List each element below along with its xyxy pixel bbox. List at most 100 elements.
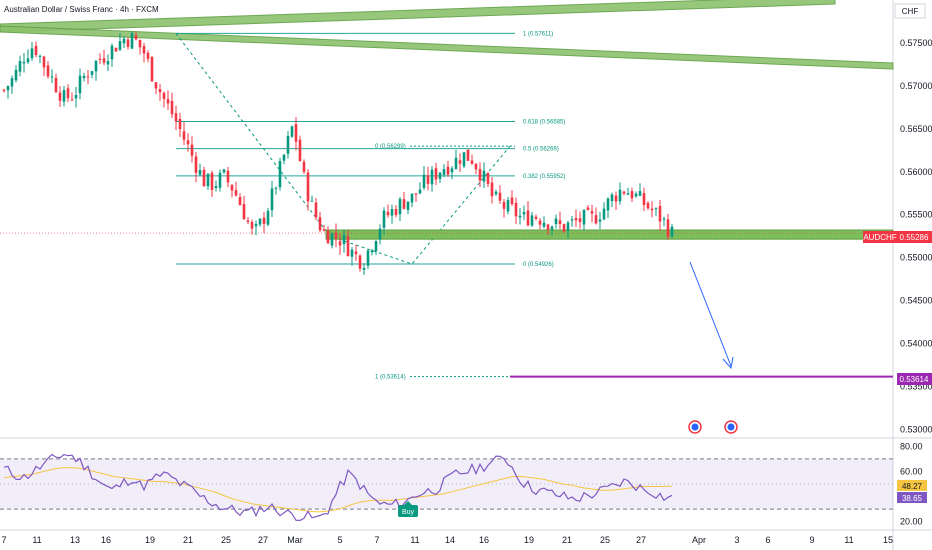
candle-body bbox=[478, 169, 482, 181]
svg-text:48.27: 48.27 bbox=[902, 482, 923, 491]
x-tick-label: 27 bbox=[636, 535, 646, 545]
rsi-line bbox=[3, 453, 673, 522]
candle-body bbox=[30, 48, 34, 59]
fib-level-label: 0 (0.54926) bbox=[523, 262, 554, 268]
candle-body bbox=[294, 124, 298, 142]
event-icon-1[interactable] bbox=[688, 420, 702, 434]
candle-body bbox=[270, 188, 274, 211]
candle-body bbox=[98, 58, 102, 60]
rsi-ma-badge: 48.27 bbox=[897, 480, 927, 491]
x-tick-label: 27 bbox=[258, 535, 268, 545]
candle-body bbox=[126, 39, 130, 47]
candle-body bbox=[366, 250, 370, 266]
candle-body bbox=[282, 154, 286, 161]
buy-signal-label: Buy bbox=[398, 501, 418, 517]
candle-body bbox=[86, 76, 90, 78]
candle-body bbox=[6, 86, 10, 91]
y-tick-label: 0.56000 bbox=[900, 167, 932, 177]
candle-body bbox=[474, 163, 478, 170]
symbol-price-badge: AUDCHF 0.55286 bbox=[863, 231, 932, 243]
candle-body bbox=[654, 208, 658, 210]
candle-body bbox=[606, 198, 610, 211]
candle-body bbox=[670, 226, 674, 237]
x-tick-label: 21 bbox=[562, 535, 572, 545]
candle-body bbox=[106, 61, 110, 65]
candle-body bbox=[62, 90, 66, 102]
candle-body bbox=[410, 193, 414, 203]
rsi-value-badge: 38.65 bbox=[897, 492, 927, 503]
candle-body bbox=[310, 200, 314, 202]
candle-body bbox=[434, 168, 438, 180]
y-tick-label: 0.57000 bbox=[900, 81, 932, 91]
candle-body bbox=[210, 172, 214, 191]
candle-body bbox=[118, 41, 122, 50]
x-tick-label: 7 bbox=[374, 535, 379, 545]
projection-arrow-head bbox=[722, 356, 734, 370]
candle-body bbox=[274, 187, 278, 189]
candle-body bbox=[170, 101, 174, 115]
y-tick-label: 0.56500 bbox=[900, 124, 932, 134]
candle-body bbox=[182, 131, 186, 140]
candle-body bbox=[550, 226, 554, 230]
candle-body bbox=[418, 189, 422, 194]
candle-body bbox=[598, 219, 602, 222]
svg-text:Buy: Buy bbox=[402, 509, 415, 516]
candle-body bbox=[626, 193, 630, 195]
fib-trend-path bbox=[175, 33, 511, 265]
candle-body bbox=[358, 255, 362, 269]
candle-body bbox=[582, 209, 586, 225]
x-tick-label: 19 bbox=[145, 535, 155, 545]
candle-body bbox=[390, 208, 394, 216]
rsi-ma-line bbox=[3, 467, 673, 513]
candle-body bbox=[610, 194, 614, 202]
candle-body bbox=[234, 190, 238, 196]
candle-body bbox=[138, 39, 142, 48]
candle-body bbox=[482, 170, 486, 182]
candle-body bbox=[378, 228, 382, 240]
candle-body bbox=[518, 215, 522, 218]
candle-body bbox=[450, 168, 454, 173]
candle-body bbox=[262, 217, 266, 224]
candle-body bbox=[470, 160, 474, 164]
candle-body bbox=[394, 208, 398, 216]
candle-body bbox=[466, 149, 470, 161]
fib-target-label: 1 (0.53614) bbox=[375, 375, 406, 381]
candle-body bbox=[258, 218, 262, 225]
rsi-y-tick-label: 20.00 bbox=[900, 517, 923, 527]
candle-body bbox=[602, 208, 606, 220]
falling-trend-band bbox=[0, 25, 894, 70]
y-tick-label: 0.55000 bbox=[900, 253, 932, 263]
candle-body bbox=[78, 75, 82, 94]
candle-body bbox=[66, 88, 70, 99]
candle-body bbox=[618, 189, 622, 202]
candle-body bbox=[538, 220, 542, 225]
rsi-y-tick-label: 60.00 bbox=[900, 466, 923, 476]
currency-box bbox=[894, 3, 926, 19]
candle-body bbox=[38, 55, 42, 57]
x-tick-label: 16 bbox=[479, 535, 489, 545]
svg-text:0.53614: 0.53614 bbox=[900, 375, 929, 384]
x-tick-label: 19 bbox=[524, 535, 534, 545]
candle-body bbox=[222, 169, 226, 173]
candle-body bbox=[510, 197, 514, 204]
candle-body bbox=[246, 220, 250, 222]
candle-body bbox=[534, 216, 538, 219]
candle-body bbox=[42, 56, 46, 68]
candle-body bbox=[70, 99, 74, 101]
candle-body bbox=[34, 45, 38, 56]
candle-body bbox=[646, 202, 650, 209]
x-tick-label: 16 bbox=[101, 535, 111, 545]
event-icon-2[interactable] bbox=[724, 420, 738, 434]
candle-body bbox=[58, 92, 62, 101]
y-tick-label: 0.54000 bbox=[900, 339, 932, 349]
y-tick-label: 0.53000 bbox=[900, 424, 932, 434]
candle-body bbox=[402, 199, 406, 209]
candle-body bbox=[362, 268, 366, 270]
candle-body bbox=[542, 222, 546, 227]
candle-body bbox=[330, 233, 334, 246]
candle-body bbox=[278, 161, 282, 188]
candle-body bbox=[554, 218, 558, 225]
candle-body bbox=[14, 69, 18, 81]
candle-body bbox=[342, 235, 346, 245]
